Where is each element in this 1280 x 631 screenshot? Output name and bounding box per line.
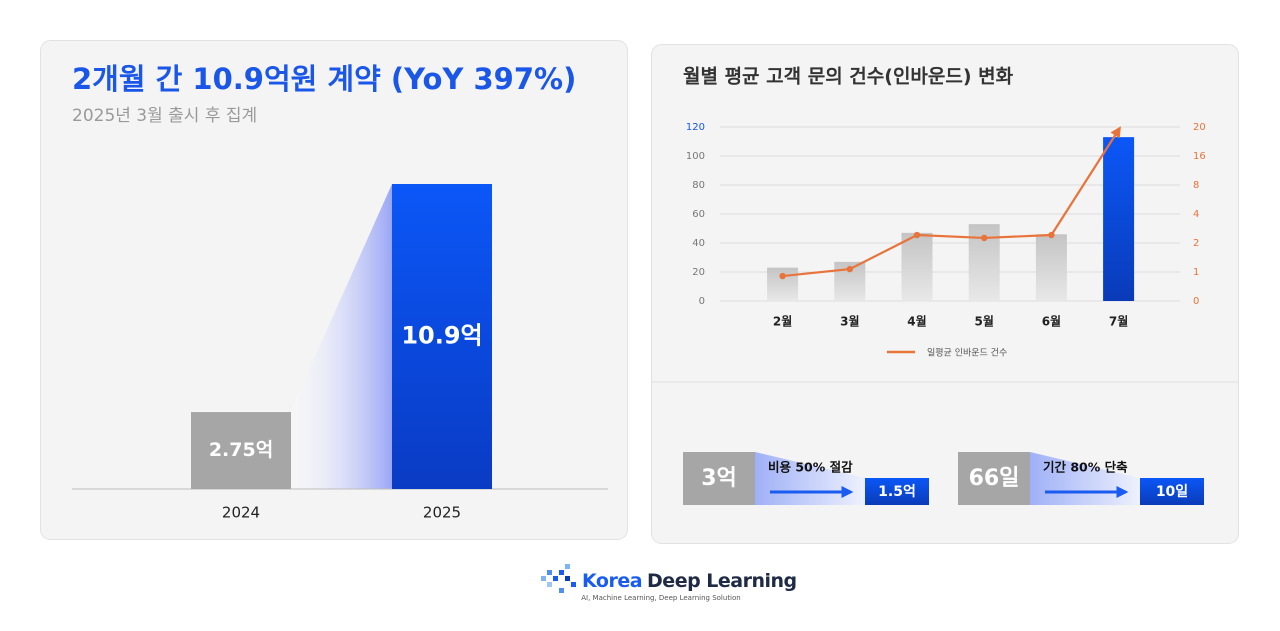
y2-tick-label: 0: [1193, 296, 1199, 307]
y-tick-label: 60: [692, 209, 705, 220]
y2-tick-label: 16: [1193, 151, 1206, 162]
y-tick-label: 100: [686, 151, 705, 162]
y2-tick-label: 1: [1193, 267, 1199, 278]
x-tick-label: 4월: [907, 314, 926, 329]
logo-pixel: [547, 582, 552, 587]
point: [913, 231, 921, 239]
bar: [392, 184, 492, 489]
logo-pixel: [565, 576, 570, 581]
logo-pixel: [565, 564, 570, 569]
line: [782, 126, 1121, 278]
growth-wedge: [291, 184, 392, 489]
logo-tagline: AI, Machine Learning, Deep Learning Solu…: [581, 594, 740, 602]
logo-pixel: [559, 570, 564, 575]
comparison-label: 비용 50% 절감: [768, 460, 853, 475]
to-box: [1140, 478, 1204, 505]
bar: [767, 267, 799, 301]
logo-pixel: [541, 576, 546, 581]
bar: [191, 412, 291, 489]
logo-pixel: [571, 582, 576, 587]
value-label: 2.75억: [209, 439, 273, 461]
comparison-label: 기간 80% 단축: [1043, 460, 1128, 475]
y2-tick-label: 2: [1193, 238, 1199, 249]
y-tick-label: 80: [692, 180, 705, 191]
logo: Korea Deep Learning AI, Machine Learning,…: [541, 564, 797, 602]
x-tick-label: 2024: [222, 504, 260, 522]
logo-pixel: [547, 570, 552, 575]
x-tick-label: 7월: [1109, 314, 1128, 329]
right-title: 월별 평균 고객 문의 건수(인바운드) 변화: [683, 66, 1014, 88]
value-label: 10.9억: [401, 322, 482, 350]
logo-name: Korea Deep Learning: [582, 570, 797, 592]
bar: [1035, 234, 1067, 301]
point: [779, 272, 786, 280]
legend-label: 일평균 인바운드 건수: [927, 348, 1007, 359]
point: [1048, 231, 1055, 239]
point: [981, 234, 988, 242]
left-title: 2개월 간 10.9억원 계약 (YoY 397%): [72, 62, 576, 96]
logo-name-1: Korea: [582, 570, 642, 592]
logo-pixel: [559, 588, 564, 593]
y-tick-label: 120: [686, 122, 705, 133]
to-value: 1.5억: [878, 484, 916, 500]
to-box: [865, 478, 929, 505]
x-tick-label: 3월: [840, 314, 859, 329]
right-panel: [651, 44, 1239, 544]
y-tick-label: 20: [692, 267, 705, 278]
y-tick-label: 40: [692, 238, 705, 249]
x-tick-label: 5월: [975, 314, 994, 329]
y2-tick-label: 8: [1193, 180, 1199, 191]
from-value: 66일: [969, 466, 1020, 491]
bar: [1103, 137, 1135, 301]
from-box: [958, 452, 1030, 505]
left-subtitle: 2025년 3월 출시 후 집계: [72, 106, 257, 126]
logo-pixel: [553, 576, 558, 581]
from-box: [683, 452, 755, 505]
x-tick-label: 6월: [1042, 314, 1061, 329]
y2-tick-label: 4: [1193, 209, 1199, 220]
y2-tick-label: 20: [1193, 122, 1206, 133]
logo-name-2: Deep Learning: [647, 570, 797, 592]
bar: [901, 232, 933, 301]
to-value: 10일: [1156, 484, 1188, 500]
point: [846, 265, 853, 273]
x-tick-label: 2025: [423, 504, 461, 522]
x-tick-label: 2월: [773, 314, 792, 329]
from-value: 3억: [701, 466, 737, 491]
y-tick-label: 0: [699, 296, 705, 307]
